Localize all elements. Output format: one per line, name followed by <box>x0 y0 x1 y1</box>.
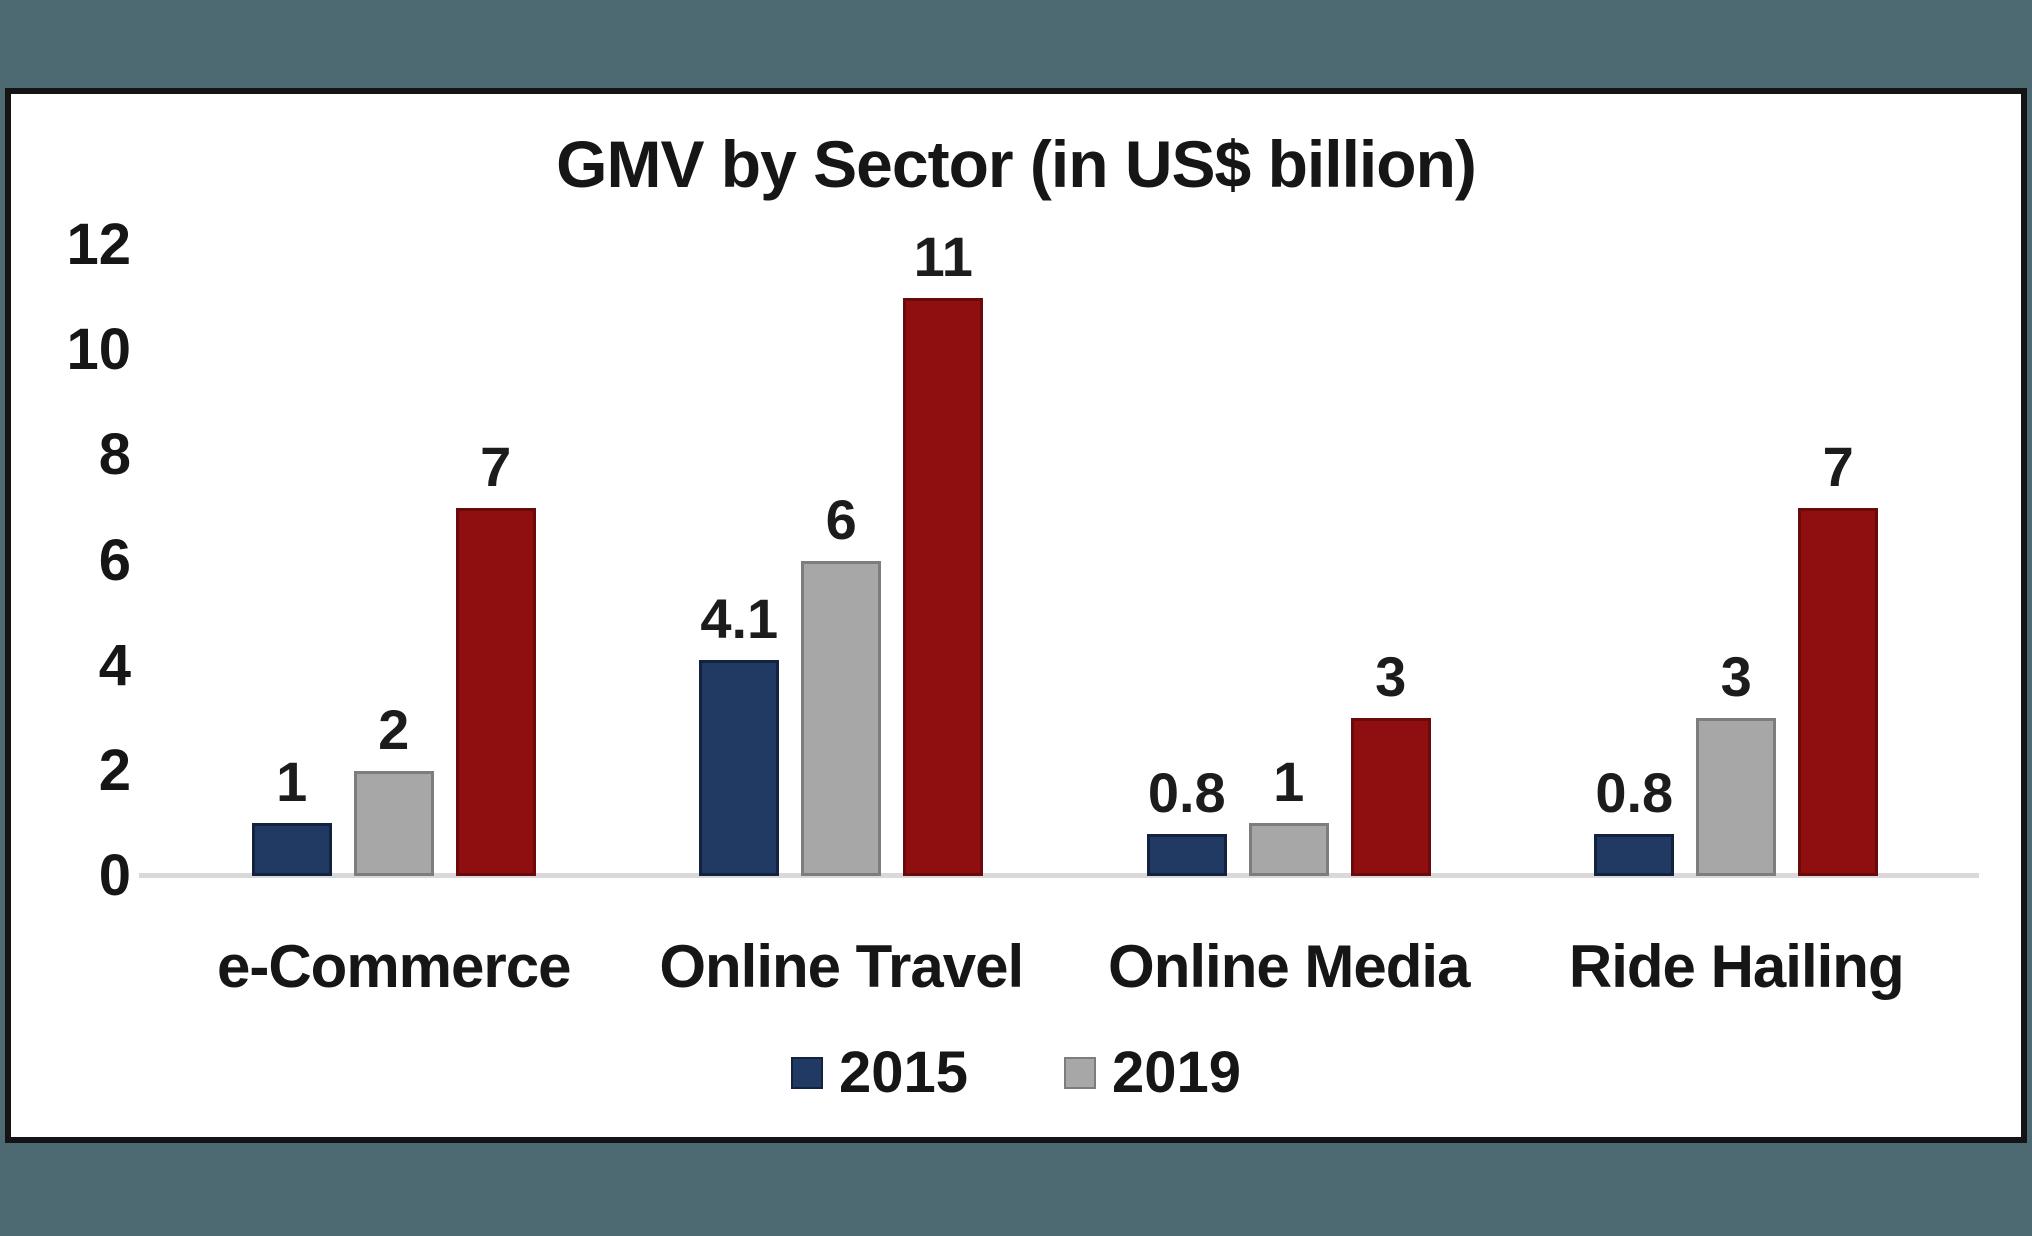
legend-item-2019: 2019 <box>1064 1044 1241 1102</box>
data-label-ride-hailing-2019: 3 <box>1720 645 1752 709</box>
chart-title: GMV by Sector (in US$ billion) <box>556 127 1477 201</box>
bar-series-3-online-travel: 11 <box>903 228 984 876</box>
bar-2019-ride-hailing: 3 <box>1696 649 1777 876</box>
data-label-e-commerce-series-3: 7 <box>480 434 512 498</box>
data-label-e-commerce-2015: 1 <box>276 750 308 814</box>
legend-swatch-2019 <box>1064 1057 1096 1089</box>
chart-panel: GMV by Sector (in US$ billion) 0 2 4 6 8 10 12… <box>5 88 2027 1143</box>
bar-2015-online-travel: 4.1 <box>699 591 780 876</box>
category-axis-labels: e-Commerce Online Travel Online Media Ride … <box>170 932 1960 1001</box>
legend-label-2015: 2015 <box>838 1040 968 1105</box>
bar-group-online-travel: 4.1 6 11 <box>618 228 1066 876</box>
data-label-online-media-series-3: 3 <box>1375 645 1407 709</box>
legend-swatch-2015 <box>790 1057 823 1089</box>
category-label-ride-hailing: Ride Hailing <box>1568 933 1905 1000</box>
category-label-online-travel: Online Travel <box>659 933 1024 1000</box>
y-tick-label-8: 8 <box>98 422 131 488</box>
plot-area: 1 2 7 4.1 6 11 0.8 1 3 0.8 3 7 <box>170 228 1961 876</box>
data-label-e-commerce-2019: 2 <box>378 697 410 761</box>
data-label-online-travel-2019: 6 <box>825 487 857 551</box>
legend-label-2019: 2019 <box>1112 1040 1242 1105</box>
legend-item-2015: 2015 <box>790 1040 968 1105</box>
y-tick-label-4: 4 <box>98 632 131 698</box>
bar-2019-e-commerce: 2 <box>353 701 434 876</box>
bar-2019-online-media: 1 <box>1248 754 1329 876</box>
bar-series-3-e-commerce: 7 <box>455 438 536 876</box>
bar-2015-online-media: 0.8 <box>1146 764 1227 876</box>
y-axis: 0 2 4 6 8 10 12 <box>11 216 143 905</box>
legend: 2015 2019 <box>11 1044 2021 1102</box>
bar-group-ride-hailing: 0.8 3 7 <box>1513 245 1961 876</box>
data-label-ride-hailing-series-3: 7 <box>1822 434 1854 498</box>
x-axis-baseline <box>139 873 1979 878</box>
category-label-online-media: Online Media <box>1108 933 1470 1000</box>
y-tick-label-10: 10 <box>66 317 131 383</box>
data-label-online-travel-series-3: 11 <box>913 224 973 288</box>
bar-series-3-online-media: 3 <box>1350 649 1431 876</box>
bar-2015-ride-hailing: 0.8 <box>1594 764 1675 876</box>
bar-group-online-media: 0.8 1 3 <box>1065 245 1513 876</box>
data-label-online-travel-2015: 4.1 <box>700 587 779 651</box>
data-label-online-media-2019: 1 <box>1273 750 1305 814</box>
category-label-e-commerce: e-Commerce <box>217 933 571 1000</box>
y-tick-label-6: 6 <box>98 527 131 593</box>
y-tick-label-0: 0 <box>98 843 131 908</box>
y-tick-label-12: 12 <box>66 212 131 277</box>
data-label-online-media-2015: 0.8 <box>1147 760 1226 824</box>
bar-2015-e-commerce: 1 <box>251 754 332 876</box>
bar-2019-online-travel: 6 <box>801 491 882 876</box>
bar-series-3-ride-hailing: 7 <box>1798 438 1879 876</box>
y-tick-label-2: 2 <box>98 737 131 803</box>
data-label-ride-hailing-2015: 0.8 <box>1595 760 1674 824</box>
